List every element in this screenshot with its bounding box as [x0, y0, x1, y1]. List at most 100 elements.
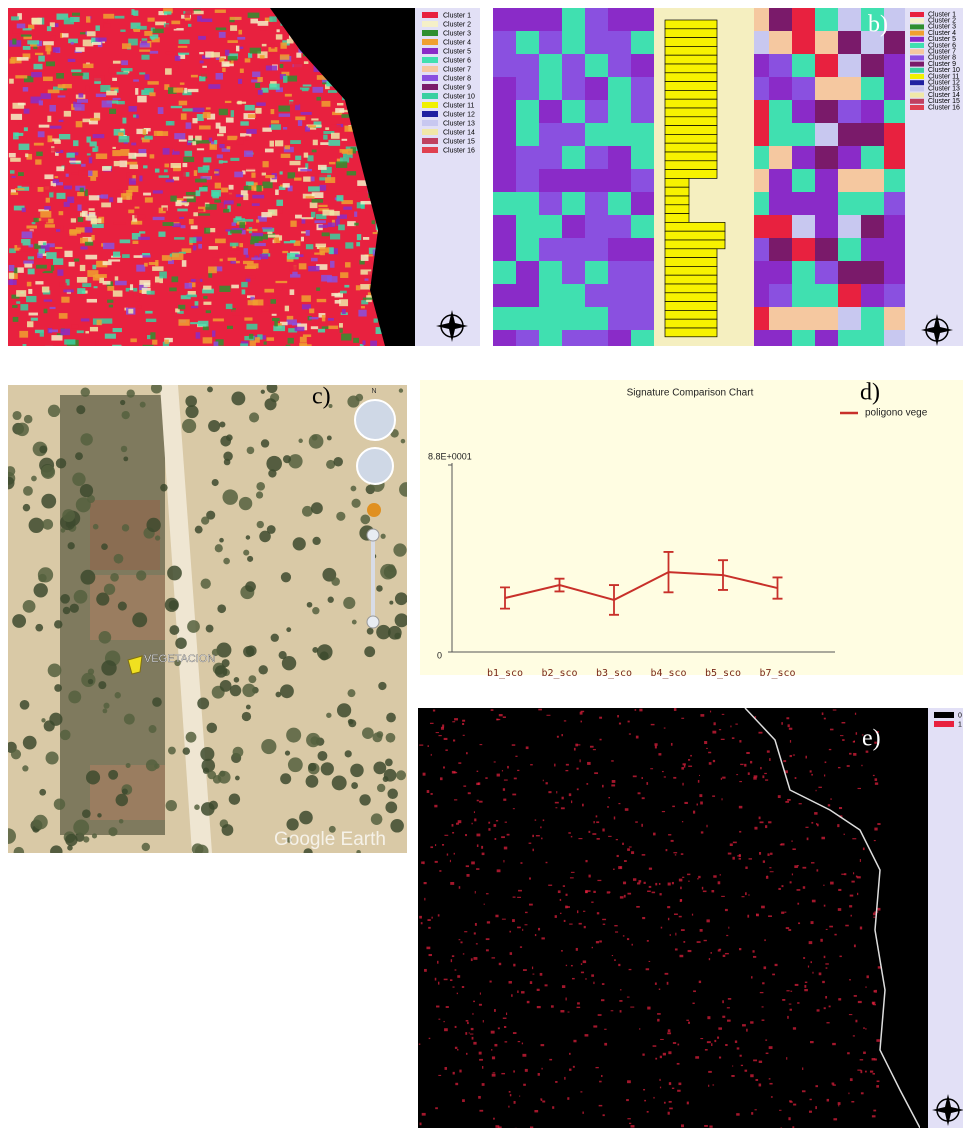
detection	[820, 939, 822, 942]
detection	[838, 889, 841, 891]
texture	[90, 327, 98, 331]
detection	[727, 1020, 731, 1022]
detection	[594, 772, 598, 774]
detection	[809, 1111, 812, 1113]
detection	[671, 743, 673, 746]
shrub	[281, 572, 291, 582]
shrub	[223, 452, 232, 461]
detection	[739, 854, 741, 857]
detection	[697, 878, 698, 879]
shrub	[308, 763, 316, 771]
detection	[573, 1066, 575, 1068]
detection	[503, 1018, 507, 1019]
detection	[503, 860, 504, 862]
texture	[340, 272, 348, 278]
detection	[614, 959, 616, 961]
cell	[631, 284, 654, 307]
shrub	[76, 405, 85, 414]
cell	[631, 54, 654, 77]
detection	[655, 746, 657, 749]
texture	[244, 186, 252, 190]
detection	[712, 1084, 714, 1085]
detection	[556, 791, 557, 793]
texture	[27, 40, 39, 44]
move-control[interactable]	[357, 448, 393, 484]
detection	[435, 844, 436, 846]
detection	[769, 1046, 773, 1049]
zoom-in[interactable]	[367, 529, 379, 541]
cell	[815, 284, 838, 307]
cell	[608, 8, 631, 31]
cell	[815, 8, 838, 31]
cell	[838, 192, 861, 215]
detection	[569, 1069, 571, 1071]
texture	[283, 76, 287, 83]
shrub	[93, 524, 99, 530]
shrub	[246, 705, 251, 710]
detection	[852, 838, 856, 839]
detection	[644, 882, 646, 884]
texture	[219, 160, 223, 163]
cell	[769, 77, 792, 100]
detection	[509, 931, 511, 933]
detection	[591, 902, 593, 903]
zoom-out[interactable]	[367, 616, 379, 628]
shrub	[86, 770, 100, 784]
shrub	[266, 456, 282, 472]
texture	[294, 178, 301, 181]
detection	[762, 1006, 764, 1007]
shrub	[385, 802, 397, 814]
detection	[577, 1002, 580, 1004]
detection	[682, 877, 684, 878]
detection	[659, 989, 660, 990]
texture	[330, 234, 340, 240]
cell	[792, 192, 815, 215]
texture	[322, 315, 325, 321]
texture	[142, 38, 148, 40]
texture	[286, 345, 291, 350]
texture	[328, 90, 337, 93]
texture	[261, 305, 269, 312]
texture	[77, 99, 88, 103]
cell	[861, 146, 884, 169]
detection	[719, 729, 721, 730]
detection	[783, 760, 786, 762]
texture	[174, 133, 185, 139]
cell	[493, 77, 516, 100]
texture	[135, 207, 140, 209]
detection	[501, 1073, 505, 1074]
texture	[158, 107, 164, 114]
shrub	[242, 712, 251, 721]
detection	[667, 1032, 671, 1034]
texture	[365, 278, 369, 280]
detection	[595, 1067, 598, 1068]
texture	[217, 154, 223, 158]
texture	[8, 280, 16, 285]
detection	[875, 782, 878, 784]
detection	[739, 806, 743, 809]
detection	[830, 729, 834, 731]
detection	[828, 804, 830, 806]
shrub	[142, 843, 150, 851]
detection	[633, 878, 636, 881]
legend-panel	[928, 708, 963, 1128]
texture	[317, 173, 327, 177]
look-control[interactable]	[355, 400, 395, 440]
cell	[769, 238, 792, 261]
detection	[680, 899, 682, 901]
texture	[109, 109, 116, 114]
shrub	[395, 613, 409, 627]
shrub	[312, 607, 319, 614]
detection	[602, 828, 604, 831]
detection	[537, 1006, 541, 1008]
detection	[790, 1009, 792, 1011]
legend-swatch	[422, 120, 438, 126]
texture	[115, 16, 125, 19]
street-view[interactable]	[367, 503, 381, 517]
detection	[814, 812, 817, 815]
texture	[252, 72, 260, 78]
texture	[302, 217, 314, 219]
shrub	[122, 524, 129, 531]
texture	[342, 309, 346, 314]
detection	[693, 990, 696, 992]
